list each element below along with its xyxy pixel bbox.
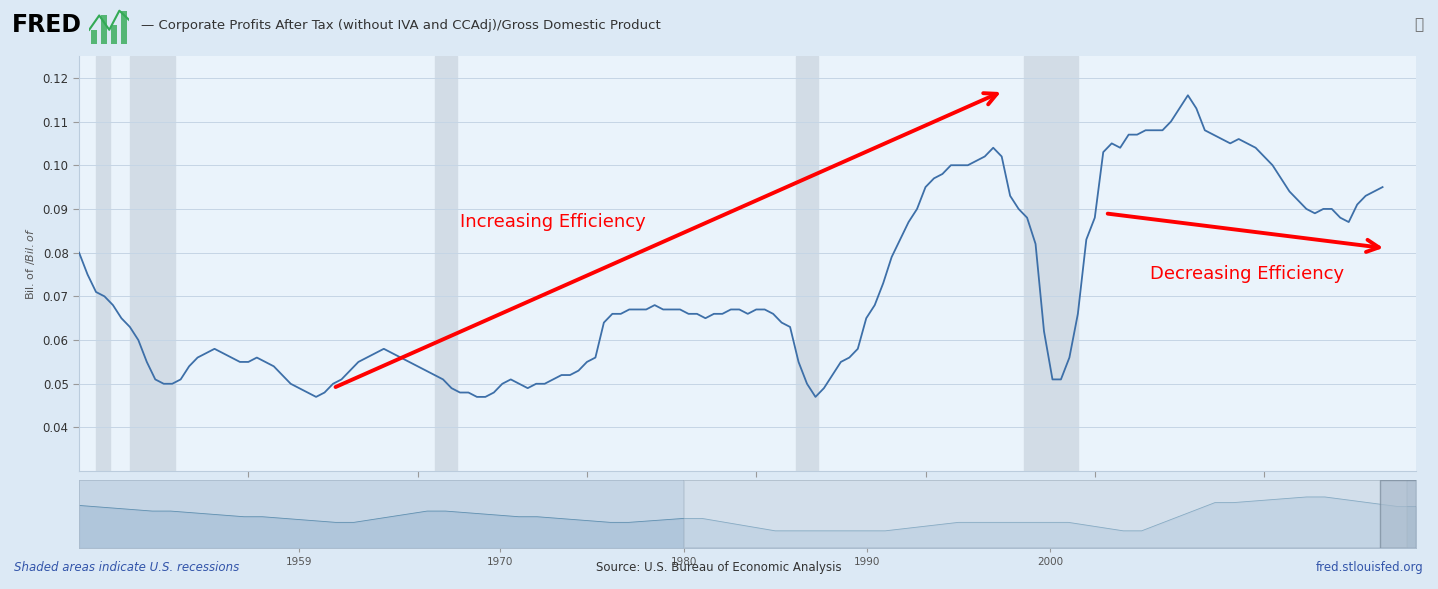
Bar (101, 15, 108, 44)
Bar (434, 56, 457, 471)
Bar (96, 56, 111, 471)
Bar (91, 30, 98, 44)
Bar (795, 56, 818, 471)
Text: ⤢: ⤢ (1415, 18, 1424, 32)
Bar (129, 56, 175, 471)
Text: Source: U.S. Bureau of Economic Analysis: Source: U.S. Bureau of Economic Analysis (597, 561, 841, 574)
Text: Decreasing Efficiency: Decreasing Efficiency (1150, 265, 1345, 283)
Y-axis label: Bil. of $/Bil. of $: Bil. of $/Bil. of $ (24, 227, 37, 300)
Bar (1024, 56, 1078, 471)
Bar (111, 25, 118, 44)
Text: fred.stlouisfed.org: fred.stlouisfed.org (1316, 561, 1424, 574)
FancyBboxPatch shape (683, 480, 1408, 548)
Bar (1380, 480, 1416, 548)
Text: Increasing Efficiency: Increasing Efficiency (460, 213, 646, 231)
Text: FRED: FRED (12, 13, 82, 37)
Text: Shaded areas indicate U.S. recessions: Shaded areas indicate U.S. recessions (14, 561, 240, 574)
Bar (121, 11, 128, 44)
Text: — Corporate Profits After Tax (without IVA and CCAdj)/Gross Domestic Product: — Corporate Profits After Tax (without I… (141, 18, 660, 32)
